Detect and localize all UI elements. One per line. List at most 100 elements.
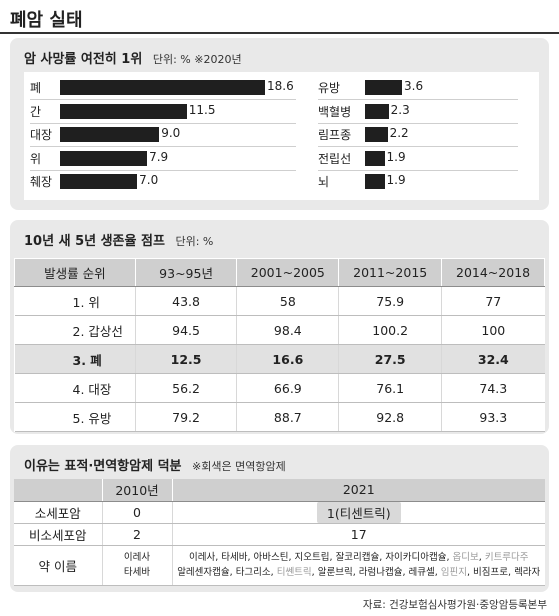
table-row: 2. 갑상선 94.5 98.4 100.2 100 (14, 315, 545, 345)
table-cell: 4. 대장 (14, 373, 136, 403)
bar-row-divider (318, 169, 518, 171)
table-cell: 약 이름 (14, 545, 102, 586)
drug-name: 자이카디아캡슐 (385, 552, 447, 563)
survival-col-header: 93~95년 (134, 258, 238, 287)
bar (60, 174, 138, 189)
drug-name: 레큐셀 (408, 567, 435, 578)
survival-title: 10년 새 5년 생존율 점프 (24, 234, 165, 249)
bar (60, 80, 265, 95)
table-cell: 76.1 (338, 373, 442, 403)
drugs-col-header: 2021 (171, 479, 545, 502)
drug-name: 지오트립 (294, 552, 330, 563)
bar-row-divider (30, 99, 296, 100)
bar-row-divider (318, 122, 518, 124)
table-cell: 58 (236, 286, 339, 316)
survival-col-header: 2014~2018 (441, 258, 545, 287)
drugs-col-header: 2010년 (101, 479, 172, 502)
bar-row-divider (30, 122, 296, 124)
bar-value-label: 1.9 (386, 149, 406, 164)
mortality-heading: 암 사망률 여전히 1위 단위: % ※2020년 (24, 48, 242, 67)
bar-category-label: 위 (30, 151, 42, 166)
table-cell: 66.9 (236, 373, 339, 403)
drugs-heading: 이유는 표적·면역항암제 덕분 ※회색은 면역항암제 (24, 455, 286, 474)
drugs-col-header (14, 479, 102, 502)
drug-line: 이레사, 타세바, 아바스틴, 지오트립, 잘코리캡슐, 자이카디아캡슐, 옵디… (188, 552, 529, 563)
bar (365, 80, 402, 95)
immuno-drug-name: 티쎈트릭 (276, 567, 312, 578)
drug-name: 잘코리캡슐 (335, 552, 380, 563)
drug-name: 알레센자캡슐 (177, 567, 230, 578)
table-cell: 17 (171, 523, 545, 546)
drugs-table: 2010년 2021 소세포암 0 1(티센트릭) 비소세포암 2 17 약 이… (14, 479, 545, 586)
drugs-title: 이유는 표적·면역항암제 덕분 (24, 459, 182, 474)
drug-name: 라럼나캡슐 (358, 567, 403, 578)
bar-category-label: 유방 (318, 81, 341, 95)
table-cell: 비소세포암 (14, 523, 102, 546)
table-cell: 75.9 (338, 286, 442, 316)
table-cell: 92.8 (338, 402, 442, 432)
drug-name: 렉라자 (514, 567, 541, 578)
table-row: 비소세포암 2 17 (14, 523, 545, 546)
table-cell: 32.4 (441, 344, 545, 374)
table-cell: 74.3 (441, 373, 545, 403)
table-row: 1. 위 43.8 58 75.9 77 (14, 286, 545, 316)
bar (60, 103, 187, 119)
table-cell: 77 (441, 286, 545, 316)
bar-value-label: 2.3 (390, 102, 410, 117)
survival-heading: 10년 새 5년 생존율 점프 단위: % (24, 230, 213, 249)
table-row: 소세포암 0 1(티센트릭) (14, 501, 545, 524)
bar (60, 127, 160, 142)
bar-row-divider (30, 146, 296, 147)
bar-value-label: 11.5 (188, 102, 216, 117)
bar-row-divider (318, 99, 518, 100)
survival-header-row: 발생률 순위 93~95년 2001~2005 2011~2015 2014~2… (14, 258, 545, 287)
drug-name: 아바스틴 (253, 552, 289, 563)
table-cell: 16.6 (236, 344, 339, 374)
table-cell: 43.8 (134, 286, 237, 316)
bar-category-label: 폐 (30, 81, 42, 95)
drug-list-2021: 이레사, 타세바, 아바스틴, 지오트립, 잘코리캡슐, 자이카디아캡슐, 옵디… (171, 545, 545, 586)
table-cell: 93.3 (441, 402, 545, 432)
drug-name: 이레사 (123, 552, 151, 563)
table-cell: 1. 위 (14, 286, 136, 316)
bar-value-label: 18.6 (267, 79, 294, 93)
bar (365, 174, 385, 189)
bar-value-label: 7.0 (139, 173, 159, 187)
table-cell: 소세포암 (14, 501, 102, 524)
bar-value-label: 1.9 (386, 173, 406, 187)
immuno-drug-name: 키트루다주 (484, 552, 529, 563)
drug-line: 알레센자캡슐, 타그리소, 티쎈트릭, 알룬브릭, 라럼나캡슐, 레큐셀, 임핀… (177, 567, 541, 578)
table-cell: 5. 유방 (14, 402, 136, 432)
table-cell: 100 (441, 315, 545, 345)
table-cell: 100.2 (338, 315, 442, 345)
table-row: 약 이름 이레사 타세바 이레사, 타세바, 아바스틴, 지오트립, 잘코리캡슐… (14, 545, 545, 586)
survival-table: 발생률 순위 93~95년 2001~2005 2011~2015 2014~2… (14, 258, 545, 432)
table-cell: 94.5 (134, 315, 237, 345)
bar-category-label: 대장 (30, 128, 53, 142)
drugs-note: ※회색은 면역항암제 (192, 460, 286, 473)
bar-row-divider (318, 146, 518, 147)
table-cell: 2 (101, 523, 172, 546)
bar (365, 103, 389, 119)
immuno-chip: 1(티센트릭) (316, 501, 401, 523)
drugs-header-row: 2010년 2021 (14, 479, 545, 502)
bar-value-label: 3.6 (404, 79, 424, 93)
immuno-drug-name: 옵디보 (452, 552, 479, 563)
bar-value-label: 7.9 (149, 149, 169, 164)
bar-row-divider (30, 169, 296, 171)
drug-name: 이레사 (188, 552, 216, 563)
table-cell: 79.2 (134, 402, 237, 432)
table-cell: 98.4 (236, 315, 339, 345)
table-cell: 88.7 (236, 402, 339, 432)
bar (60, 150, 148, 166)
bar (365, 127, 388, 142)
table-cell: 3. 폐 (14, 344, 136, 374)
table-cell: 27.5 (338, 344, 442, 374)
bar-value-label: 9.0 (161, 126, 181, 140)
bar-category-label: 뇌 (318, 175, 330, 189)
table-cell: 0 (101, 501, 172, 524)
drug-name: 타세바 (221, 552, 248, 563)
table-row: 5. 유방 79.2 88.7 92.8 93.3 (14, 402, 545, 432)
bar (365, 150, 385, 166)
immuno-drug-name: 임핀지 (440, 567, 467, 578)
